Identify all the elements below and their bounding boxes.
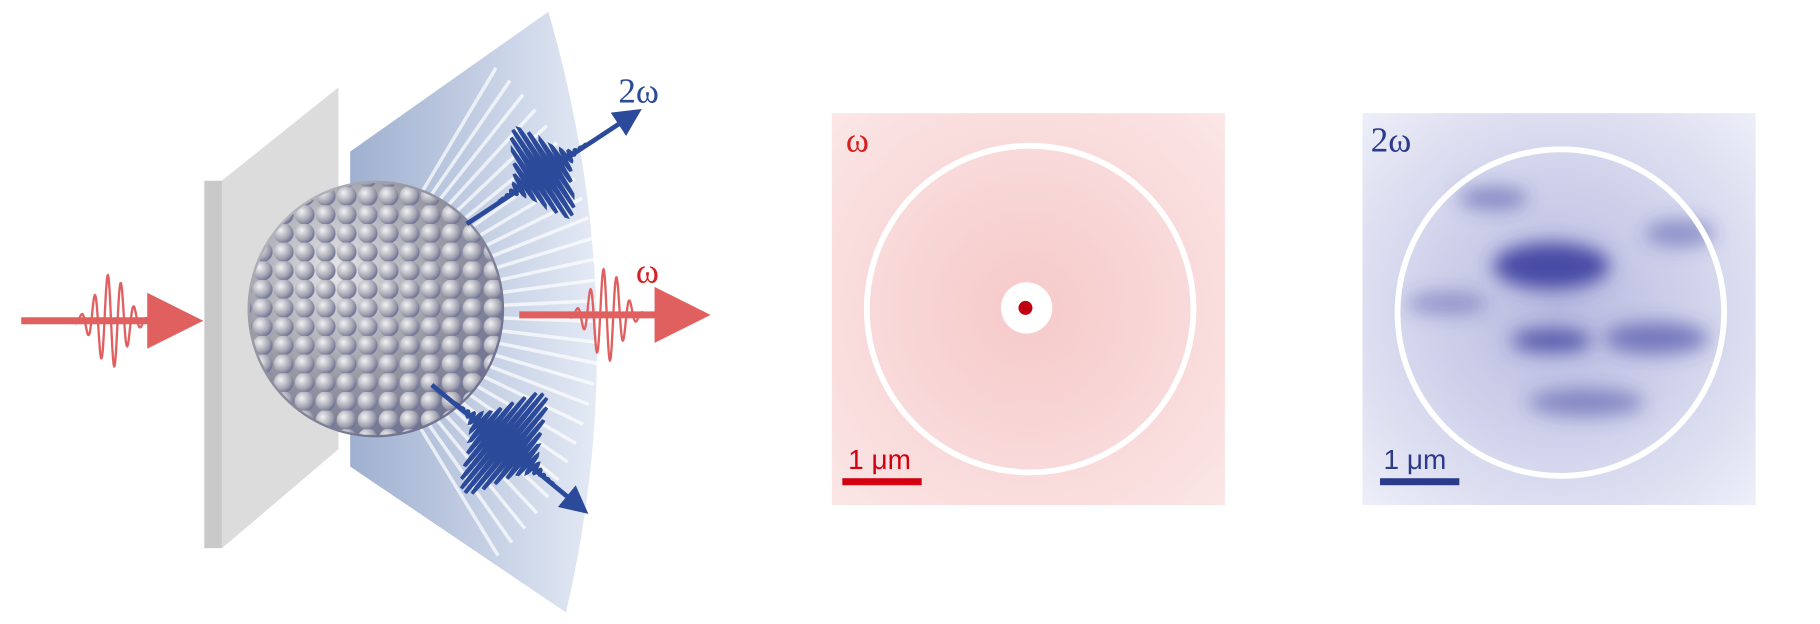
scale-bar bbox=[842, 478, 922, 486]
panel-label: 2ω bbox=[1371, 121, 1412, 160]
wave-packet bbox=[453, 391, 556, 495]
panel-fundamental: ω 1 μm bbox=[831, 113, 1225, 506]
scale-text: 1 μm bbox=[848, 444, 911, 475]
focus bbox=[1018, 300, 1033, 315]
panel-label: ω bbox=[846, 121, 869, 160]
label-2w: 2ω bbox=[618, 72, 659, 111]
scale-text: 1 μm bbox=[1384, 444, 1447, 475]
panel-second-harmonic: 2ω 1 μm bbox=[1362, 113, 1756, 506]
wave-packet bbox=[497, 126, 588, 220]
aperture bbox=[1394, 146, 1728, 479]
wave-packet bbox=[554, 267, 660, 363]
label-w: ω bbox=[636, 251, 659, 290]
scale-bar bbox=[1380, 478, 1460, 486]
speckle bbox=[1405, 186, 1715, 417]
cluster-spheres bbox=[249, 183, 502, 436]
wave-packet bbox=[58, 273, 164, 369]
diagram: 2ω ω bbox=[21, 11, 711, 613]
wave-packets bbox=[58, 126, 660, 495]
aperture bbox=[863, 142, 1197, 476]
